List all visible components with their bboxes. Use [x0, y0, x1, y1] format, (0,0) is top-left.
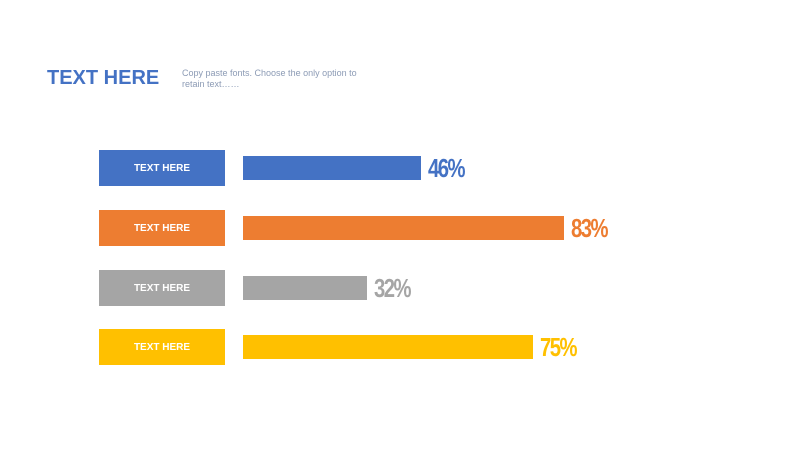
category-label: TEXT HERE — [99, 270, 225, 306]
bar — [243, 276, 367, 300]
slide-subtitle: Copy paste fonts. Choose the only option… — [182, 68, 357, 89]
bar — [243, 156, 422, 180]
category-label: TEXT HERE — [99, 150, 225, 186]
data-label: 46% — [428, 153, 465, 183]
category-label: TEXT HERE — [99, 210, 225, 246]
category-label: TEXT HERE — [99, 329, 225, 365]
data-label: 83% — [571, 213, 608, 243]
bar — [243, 216, 565, 240]
bar — [243, 335, 534, 359]
slide-title: TEXT HERE — [47, 67, 160, 89]
data-label: 75% — [540, 332, 577, 362]
data-label: 32% — [373, 273, 411, 303]
